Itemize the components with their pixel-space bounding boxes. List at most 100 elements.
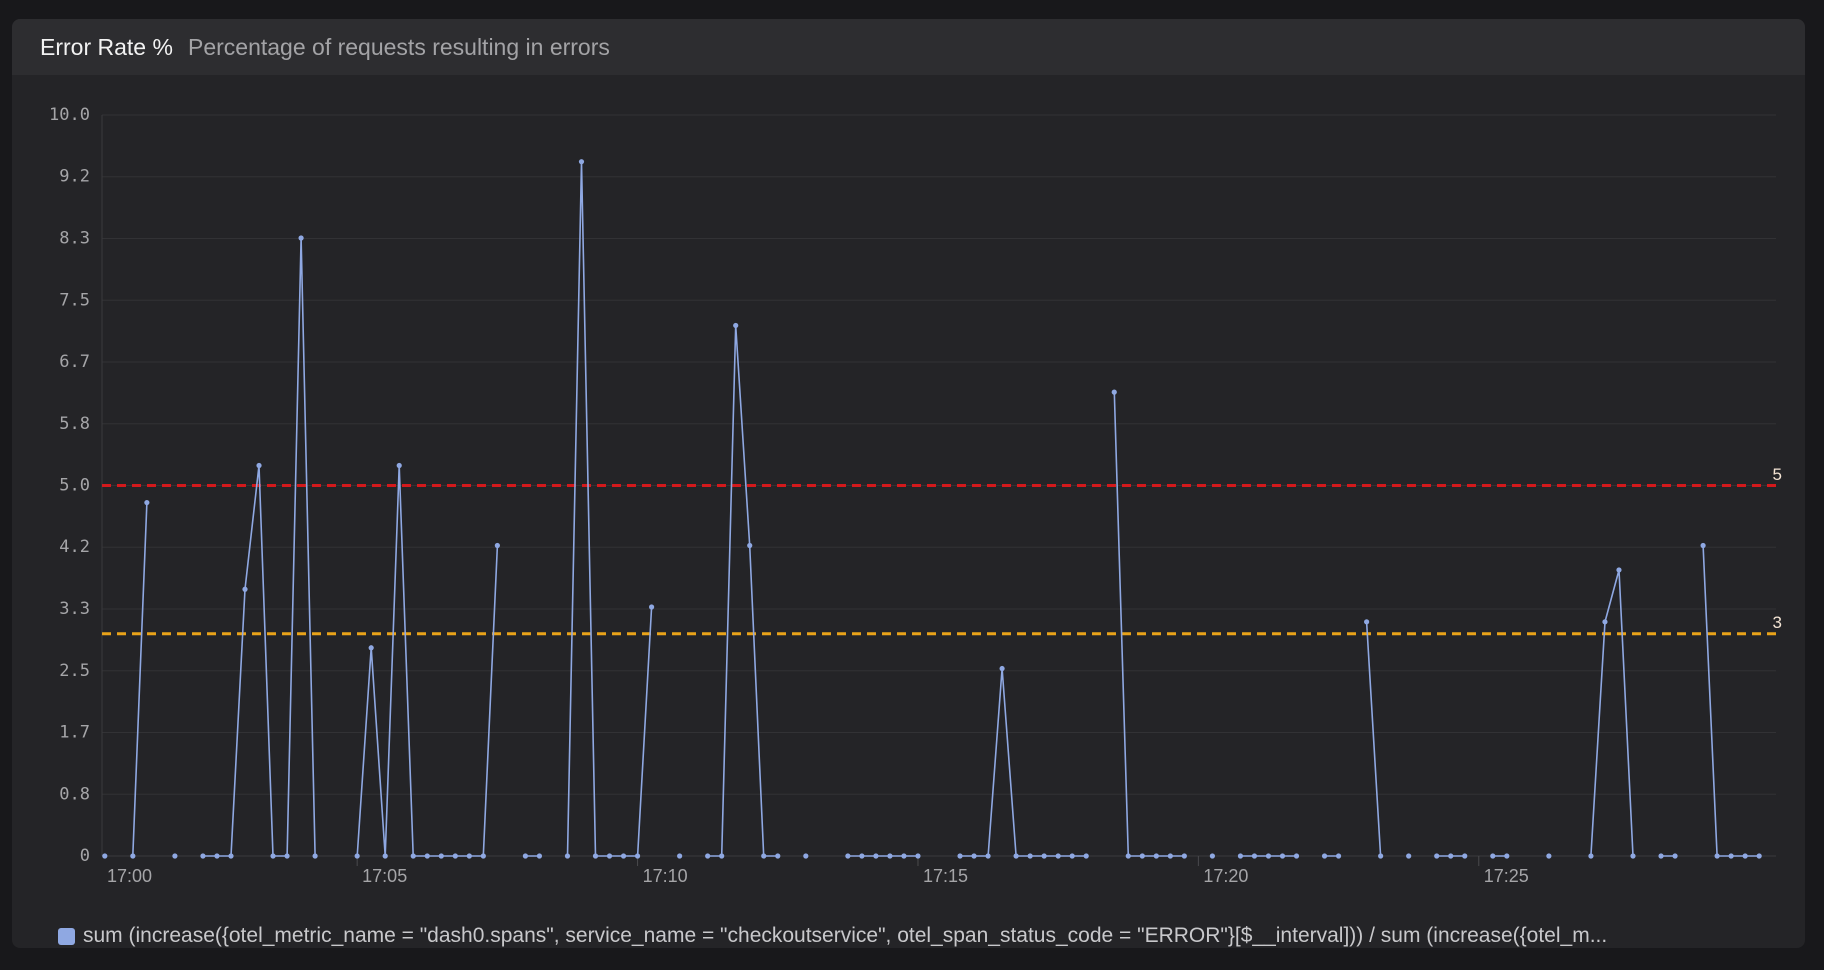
data-point [1490,853,1496,859]
data-point [1237,853,1244,859]
data-point [873,853,879,859]
data-point [494,542,500,549]
data-point [985,853,991,859]
data-point [130,853,136,859]
data-point [466,853,472,859]
data-point [1700,542,1706,549]
data-point [368,645,374,651]
y-tick-label: 6.7 [59,352,90,372]
data-point [1139,853,1145,859]
data-point [1742,853,1748,859]
y-tick-label: 3.3 [59,599,90,619]
data-point [634,853,641,859]
y-tick-label: 2.5 [59,661,90,681]
data-point [1728,853,1734,859]
data-point [1013,853,1019,859]
y-tick-label: 5.0 [59,476,90,496]
data-point [1111,389,1117,395]
data-point [1658,853,1664,859]
data-point [1616,567,1622,573]
data-point [845,853,851,859]
data-point [1378,853,1384,859]
data-point [270,853,276,859]
data-point [901,853,907,859]
data-point [1265,853,1272,859]
x-tick-label: 17:00 [107,866,152,886]
x-tick-label: 17:25 [1484,866,1529,886]
data-point [1209,853,1215,859]
y-tick-label: 9.2 [59,167,90,187]
data-point [536,853,543,859]
data-point [396,462,402,469]
data-point [606,853,613,859]
data-point [1335,853,1342,859]
threshold-label: 5 [1773,465,1782,484]
legend[interactable]: sum (increase({otel_metric_name = "dash0… [58,924,1607,948]
chart: 0 0.8 1.7 2.5 3.3 4.2 5.0 5.8 6.7 7.5 8.3 9.2 10.0 17… [49,105,1782,886]
data-point [705,853,711,859]
x-tick-label: 17:10 [643,866,688,886]
data-point [1588,853,1594,859]
data-point [200,853,206,859]
data-point [677,853,683,859]
data-point [1406,853,1412,859]
data-point [1279,853,1286,859]
legend-label[interactable]: sum (increase({otel_metric_name = "dash0… [83,924,1608,947]
y-tick-label: 1.7 [59,722,90,742]
y-tick-label: 0 [80,846,90,866]
data-point [1630,853,1636,859]
data-point [424,853,430,859]
data-point [1504,853,1510,859]
data-point [102,853,108,859]
data-point [761,853,767,859]
data-point [592,853,599,859]
data-point [1027,853,1033,859]
data-point [564,853,571,859]
data-point [480,853,486,859]
data-point [1125,853,1131,859]
data-point [775,853,781,859]
y-tick-label: 0.8 [59,784,90,804]
x-tick-label: 17:20 [1203,866,1248,886]
data-point [1462,853,1468,859]
data-point [1167,853,1173,859]
y-tick-label: 4.2 [59,537,90,557]
data-point [1293,853,1300,859]
data-point [452,853,458,859]
data-point [1055,853,1061,859]
chart-title: Error Rate % [40,34,173,60]
data-point [298,235,304,241]
data-point [1321,853,1328,859]
data-point [1364,619,1370,625]
data-point [1546,853,1552,859]
data-point [915,853,921,859]
data-point [1153,853,1159,859]
data-point [971,853,977,859]
y-tick-label: 8.3 [59,229,90,249]
series-line [132,161,1760,857]
data-point [747,542,753,549]
y-tick-label: 10.0 [49,105,90,125]
data-point [1756,853,1762,859]
data-point [228,853,234,859]
data-point [1714,853,1720,859]
data-point [312,853,318,859]
data-point [999,665,1005,672]
x-tick-label: 17:05 [362,866,407,886]
data-point [1181,853,1187,859]
data-point [256,462,262,469]
data-point [410,853,416,859]
data-point [733,322,739,329]
data-point [144,499,150,506]
data-point [172,853,178,859]
data-point [648,604,655,610]
data-point [214,853,220,859]
x-tick-label: 17:15 [923,866,968,886]
data-point [1672,853,1678,859]
data-point [859,853,865,859]
data-point [719,853,725,859]
data-point [242,586,248,592]
y-tick-label: 7.5 [59,290,90,310]
data-point [803,853,809,859]
